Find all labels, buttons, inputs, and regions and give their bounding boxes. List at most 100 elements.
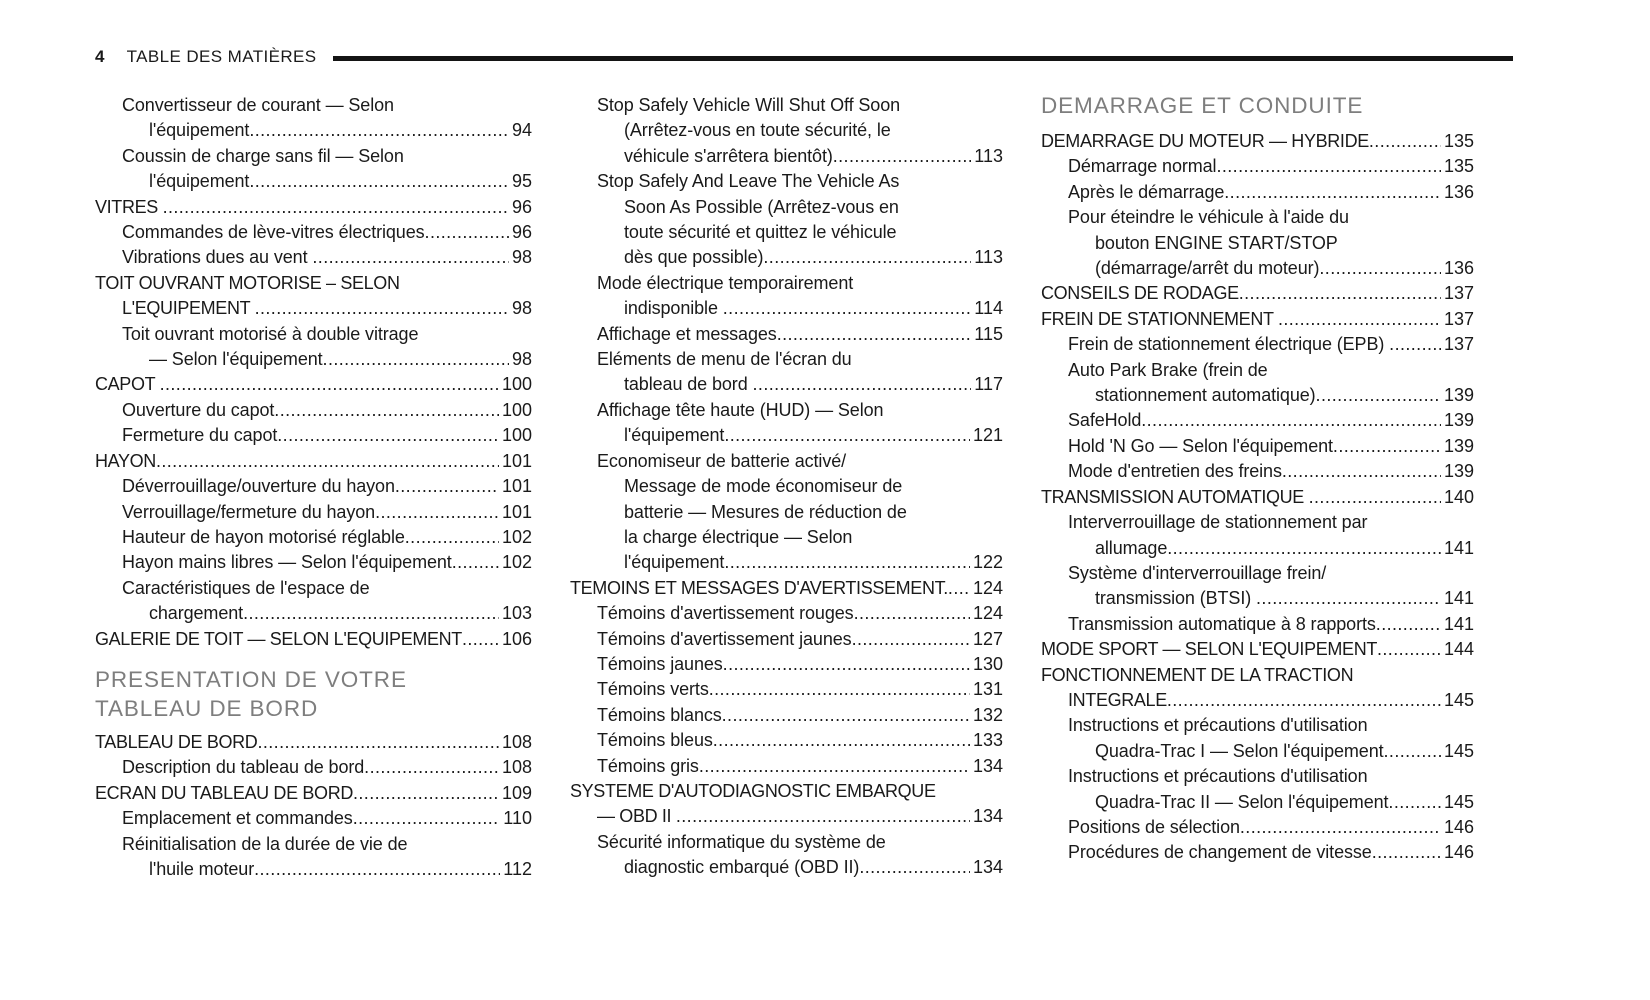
dot-leader bbox=[353, 806, 501, 831]
toc-entry: MODE SPORT — SELON L'EQUIPEMENT 144 bbox=[1041, 637, 1474, 662]
toc-entry-text: Eléments de menu de l'écran du bbox=[597, 349, 852, 370]
toc-entry-line: Transmission automatique à 8 rapports 141 bbox=[1068, 612, 1474, 637]
toc-entry-text: Témoins bleus bbox=[597, 730, 713, 751]
toc-entry-text: Mode électrique temporairement bbox=[597, 272, 854, 293]
page-number: 103 bbox=[501, 603, 532, 624]
toc-entry-text: Témoins jaunes bbox=[597, 653, 723, 674]
toc-entry-text: Instructions et précautions d'utilisatio… bbox=[1068, 766, 1368, 787]
toc-entry: GALERIE DE TOIT — SELON L'EQUIPEMENT 106 bbox=[95, 627, 532, 652]
page-number: 145 bbox=[1443, 689, 1474, 710]
dot-leader bbox=[462, 627, 499, 652]
toc-entry-line: HAYON 101 bbox=[95, 449, 532, 474]
toc-entry: Affichage tête haute (HUD) — Selon l'équi… bbox=[570, 398, 1003, 449]
toc-entry: ECRAN DU TABLEAU DE BORD 109 bbox=[95, 781, 532, 806]
toc-entry-text: Economiseur de batterie activé/ bbox=[597, 450, 847, 471]
dot-leader bbox=[833, 144, 972, 169]
toc-entry: Mode d'entretien des freins 139 bbox=[1041, 459, 1474, 484]
toc-entry-text: Témoins gris bbox=[597, 755, 699, 776]
toc-entry: Hauteur de hayon motorisé réglable 102 bbox=[95, 525, 532, 550]
dot-leader bbox=[1282, 459, 1441, 484]
toc-entry-line: Pour éteindre le véhicule à l'aide du bbox=[1068, 205, 1474, 230]
dot-leader bbox=[1239, 281, 1441, 306]
toc-entry-text: Caractéristiques de l'espace de bbox=[122, 577, 370, 598]
toc-entry: Pour éteindre le véhicule à l'aide du bou… bbox=[1041, 205, 1474, 281]
toc-entry: Auto Park Brake (frein de stationnement a… bbox=[1041, 358, 1474, 409]
toc-entry-line: SYSTEME D'AUTODIAGNOSTIC EMBARQUE bbox=[570, 779, 1003, 804]
toc-entry: Instructions et précautions d'utilisatio… bbox=[1041, 713, 1474, 764]
page-number: 137 bbox=[1443, 334, 1474, 355]
toc-entry-text: Stop Safely And Leave The Vehicle As bbox=[597, 171, 900, 192]
toc-entry-text: Frein de stationnement électrique (EPB) bbox=[1068, 334, 1390, 355]
toc-entry: FREIN DE STATIONNEMENT 137 bbox=[1041, 307, 1474, 332]
toc-entry-line: Convertisseur de courant — Selon bbox=[122, 93, 532, 118]
dot-leader bbox=[1369, 129, 1441, 154]
page-number: 130 bbox=[972, 653, 1003, 674]
page-number: 141 bbox=[1443, 537, 1474, 558]
dot-leader bbox=[405, 525, 499, 550]
toc-entry-text: Quadra-Trac II — Selon l'équipement bbox=[1095, 791, 1389, 812]
page-number: 137 bbox=[1443, 308, 1474, 329]
toc-entry-line: Vibrations dues au vent 98 bbox=[122, 245, 532, 270]
toc-entry: Démarrage normal 135 bbox=[1041, 154, 1474, 179]
toc-entry: Eléments de menu de l'écran du tableau de… bbox=[570, 347, 1003, 398]
toc-entry-line: ECRAN DU TABLEAU DE BORD 109 bbox=[95, 781, 532, 806]
toc-entry-text: Interverrouillage de stationnement par bbox=[1068, 512, 1368, 533]
toc-entry-text: Sécurité informatique du système de bbox=[597, 831, 886, 852]
toc-entry: Témoins bleus 133 bbox=[570, 728, 1003, 753]
page-number: 136 bbox=[1443, 258, 1474, 279]
page-header: 4 TABLE DES MATIÈRES bbox=[95, 47, 1513, 67]
toc-entry-line: indisponible 114 bbox=[624, 296, 1003, 321]
toc-entry-text: l'huile moteur bbox=[149, 858, 255, 879]
toc-entry-line: SafeHold 139 bbox=[1068, 408, 1474, 433]
dot-leader bbox=[1388, 790, 1441, 815]
toc-column-1: Convertisseur de courant — Selon l'équipe… bbox=[95, 93, 532, 882]
toc-entry: Emplacement et commandes 110 bbox=[95, 806, 532, 831]
dot-leader bbox=[723, 652, 970, 677]
page-number: 141 bbox=[1443, 613, 1474, 634]
page-number: 96 bbox=[511, 196, 532, 217]
section-header: PRESENTATION DE VOTRE TABLEAU DE BORD bbox=[95, 665, 532, 723]
toc-entry-line: Fermeture du capot 100 bbox=[122, 423, 532, 448]
dot-leader bbox=[1372, 840, 1441, 865]
toc-entry-text: Après le démarrage bbox=[1068, 181, 1225, 202]
page-number: 101 bbox=[501, 450, 532, 471]
toc-entry: Sécurité informatique du système de diagn… bbox=[570, 830, 1003, 881]
toc-entry-text: VITRES bbox=[95, 196, 163, 217]
page-number: 121 bbox=[972, 425, 1003, 446]
toc-entry-text: Message de mode économiseur de bbox=[624, 476, 903, 497]
toc-entry-text: Verrouillage/fermeture du hayon bbox=[122, 501, 376, 522]
dot-leader bbox=[763, 245, 971, 270]
toc-entry: Stop Safely And Leave The Vehicle As Soon… bbox=[570, 169, 1003, 271]
toc-entry-text: Auto Park Brake (frein de bbox=[1068, 359, 1268, 380]
toc-entry-line: Témoins blancs 132 bbox=[597, 703, 1003, 728]
page-number: 139 bbox=[1443, 461, 1474, 482]
toc-entry-text: l'équipement bbox=[624, 552, 725, 573]
toc-entry-line: Instructions et précautions d'utilisatio… bbox=[1068, 764, 1474, 789]
dot-leader bbox=[452, 550, 499, 575]
folio-page-number: 4 bbox=[95, 47, 105, 66]
running-title: TABLE DES MATIÈRES bbox=[126, 47, 317, 66]
toc-entry-line: batterie — Mesures de réduction de bbox=[624, 500, 1003, 525]
toc-entry-line: L'EQUIPEMENT 98 bbox=[122, 296, 532, 321]
dot-leader bbox=[1384, 739, 1441, 764]
dot-leader bbox=[1319, 256, 1441, 281]
toc-entry: Système d'interverrouillage frein/transm… bbox=[1041, 561, 1474, 612]
dot-leader bbox=[395, 474, 499, 499]
toc-entry-line: Stop Safely And Leave The Vehicle As bbox=[597, 169, 1003, 194]
toc-entry: Transmission automatique à 8 rapports 141 bbox=[1041, 612, 1474, 637]
toc-entry-line: FONCTIONNEMENT DE LA TRACTION bbox=[1041, 663, 1474, 688]
toc-entry: Témoins verts 131 bbox=[570, 677, 1003, 702]
toc-entry: Réinitialisation de la durée de vie de l'… bbox=[95, 832, 532, 883]
page-number: 115 bbox=[974, 323, 1003, 344]
toc-entry-text: l'équipement bbox=[149, 171, 250, 192]
dot-leader bbox=[255, 296, 509, 321]
toc-entry-line: chargement 103 bbox=[149, 601, 532, 626]
dot-leader bbox=[1216, 154, 1440, 179]
toc-entry-line: (démarrage/arrêt du moteur) 136 bbox=[1095, 256, 1474, 281]
section-header-line: DEMARRAGE ET CONDUITE bbox=[1041, 93, 1364, 118]
dot-leader bbox=[1389, 332, 1441, 357]
toc-entry: SYSTEME D'AUTODIAGNOSTIC EMBARQUE — OBD I… bbox=[570, 779, 1003, 830]
toc-entry: Après le démarrage 136 bbox=[1041, 180, 1474, 205]
dot-leader bbox=[277, 423, 499, 448]
